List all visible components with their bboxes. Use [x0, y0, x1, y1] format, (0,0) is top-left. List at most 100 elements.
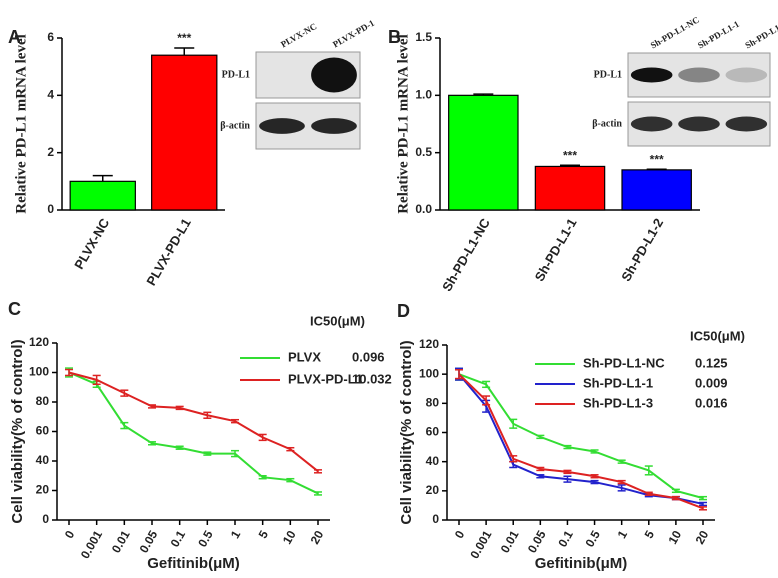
x-tick-label: 0.001	[467, 528, 494, 561]
x-tick-label: 20	[693, 528, 712, 547]
x-tick-label: 0.05	[137, 528, 161, 556]
bar	[69, 180, 136, 211]
x-tick-label: 0.01	[498, 528, 522, 556]
legend-ic50: 10.032	[352, 371, 392, 386]
blot-row-label: PD-L1	[222, 69, 250, 80]
error-bar	[203, 451, 212, 456]
blot-band	[630, 116, 673, 132]
series-line	[68, 371, 319, 495]
error-bar	[617, 459, 626, 464]
bar	[448, 94, 519, 211]
error-bar	[482, 380, 491, 389]
x-tick-label: 5	[256, 528, 272, 541]
blot-band	[678, 67, 720, 83]
bar	[621, 169, 692, 211]
x-tick-label: 0.01	[109, 528, 133, 556]
error-bar	[563, 469, 572, 475]
blot-band	[725, 116, 768, 132]
error-bar	[671, 495, 680, 501]
legend-ic50: 0.016	[695, 395, 728, 410]
x-tick-label: 0.1	[555, 528, 576, 550]
blot-lane-label: Sh-PD-L1-1	[696, 19, 741, 51]
blot-row-label: β-actin	[220, 120, 250, 131]
error-bar	[314, 491, 322, 496]
y-tick-label: 100	[29, 365, 49, 379]
y-axis-label: Relative PD-L1 mRNA level	[395, 34, 411, 214]
blot-band	[259, 118, 305, 134]
error-bar	[644, 491, 653, 496]
error-bar	[286, 446, 295, 452]
y-tick-label: 0.5	[415, 145, 432, 159]
y-tick-label: 60	[426, 425, 440, 439]
y-tick-label: 0	[47, 202, 54, 216]
y-tick-label: 60	[36, 424, 50, 438]
x-tick-label: 0.001	[78, 528, 105, 561]
y-tick-label: 80	[36, 394, 50, 408]
x-tick-label: 10	[280, 528, 299, 547]
y-tick-label: 80	[426, 396, 440, 410]
y-axis-label: Relative PD-L1 mRNA level	[13, 34, 29, 214]
significance: ***	[177, 31, 191, 45]
error-bar	[590, 474, 599, 479]
y-tick-label: 4	[47, 88, 54, 102]
y-tick-label: 1.5	[415, 30, 432, 44]
x-tick-label: PLVX-PD-L1	[143, 216, 193, 288]
error-bar	[617, 484, 626, 492]
y-tick-label: 0	[432, 512, 439, 526]
significance: ***	[650, 152, 664, 166]
error-bar	[175, 445, 184, 450]
error-bar	[314, 469, 322, 474]
y-tick-label: 120	[29, 335, 49, 349]
x-tick-label: Sh-PD-L1-NC	[439, 215, 493, 294]
legend-label: Sh-PD-L1-NC	[583, 355, 665, 370]
x-tick-label: 0.5	[195, 528, 216, 550]
error-bar	[120, 421, 129, 430]
error-bar	[644, 465, 653, 476]
x-tick-label: 0.05	[525, 528, 549, 556]
blot-band	[678, 116, 720, 132]
error-bar	[92, 374, 101, 386]
legend-label: Sh-PD-L1-3	[583, 395, 653, 410]
error-bar	[175, 405, 184, 411]
error-bar	[590, 449, 599, 454]
error-bar	[699, 501, 707, 507]
legend-label: PLVX	[288, 349, 321, 364]
error-bar	[203, 411, 212, 419]
y-tick-label: 40	[36, 453, 50, 467]
x-tick-label: 20	[308, 528, 327, 547]
x-tick-label: Sh-PD-L1-2	[618, 216, 666, 284]
y-tick-label: 20	[36, 483, 50, 497]
error-bar	[482, 395, 491, 406]
blot-band	[311, 118, 357, 134]
error-bar	[671, 488, 680, 494]
panel-label: B	[388, 27, 401, 47]
error-bar	[286, 477, 295, 483]
legend-label: PLVX-PD-L1	[288, 371, 363, 386]
error-bar	[120, 389, 129, 397]
error-bar	[231, 418, 239, 424]
y-tick-label: 2	[47, 145, 54, 159]
panel-label: D	[397, 301, 410, 321]
panel-label: A	[8, 27, 21, 47]
y-tick-label: 6	[47, 30, 54, 44]
x-tick-label: Sh-PD-L1-1	[532, 216, 580, 284]
legend-label: Sh-PD-L1-1	[583, 375, 653, 390]
blot-lane-label: PLVX-PD-1	[331, 18, 376, 50]
x-tick-label: 0	[452, 528, 468, 541]
panel-label: C	[8, 299, 21, 319]
error-bar	[699, 495, 707, 501]
blot-band	[311, 57, 357, 93]
legend-ic50: 0.009	[695, 375, 728, 390]
x-tick-label: 1	[228, 528, 244, 541]
x-tick-label: 5	[642, 528, 658, 541]
error-bar	[699, 506, 707, 511]
error-bar	[536, 434, 545, 440]
error-bar	[536, 474, 545, 479]
blot-row-label: β-actin	[592, 118, 622, 129]
error-bar	[258, 433, 267, 442]
legend-ic50: 0.096	[352, 349, 385, 364]
bar	[534, 165, 606, 211]
error-bar	[563, 475, 572, 483]
error-bar	[590, 479, 599, 485]
x-tick-label: 1	[615, 528, 631, 541]
